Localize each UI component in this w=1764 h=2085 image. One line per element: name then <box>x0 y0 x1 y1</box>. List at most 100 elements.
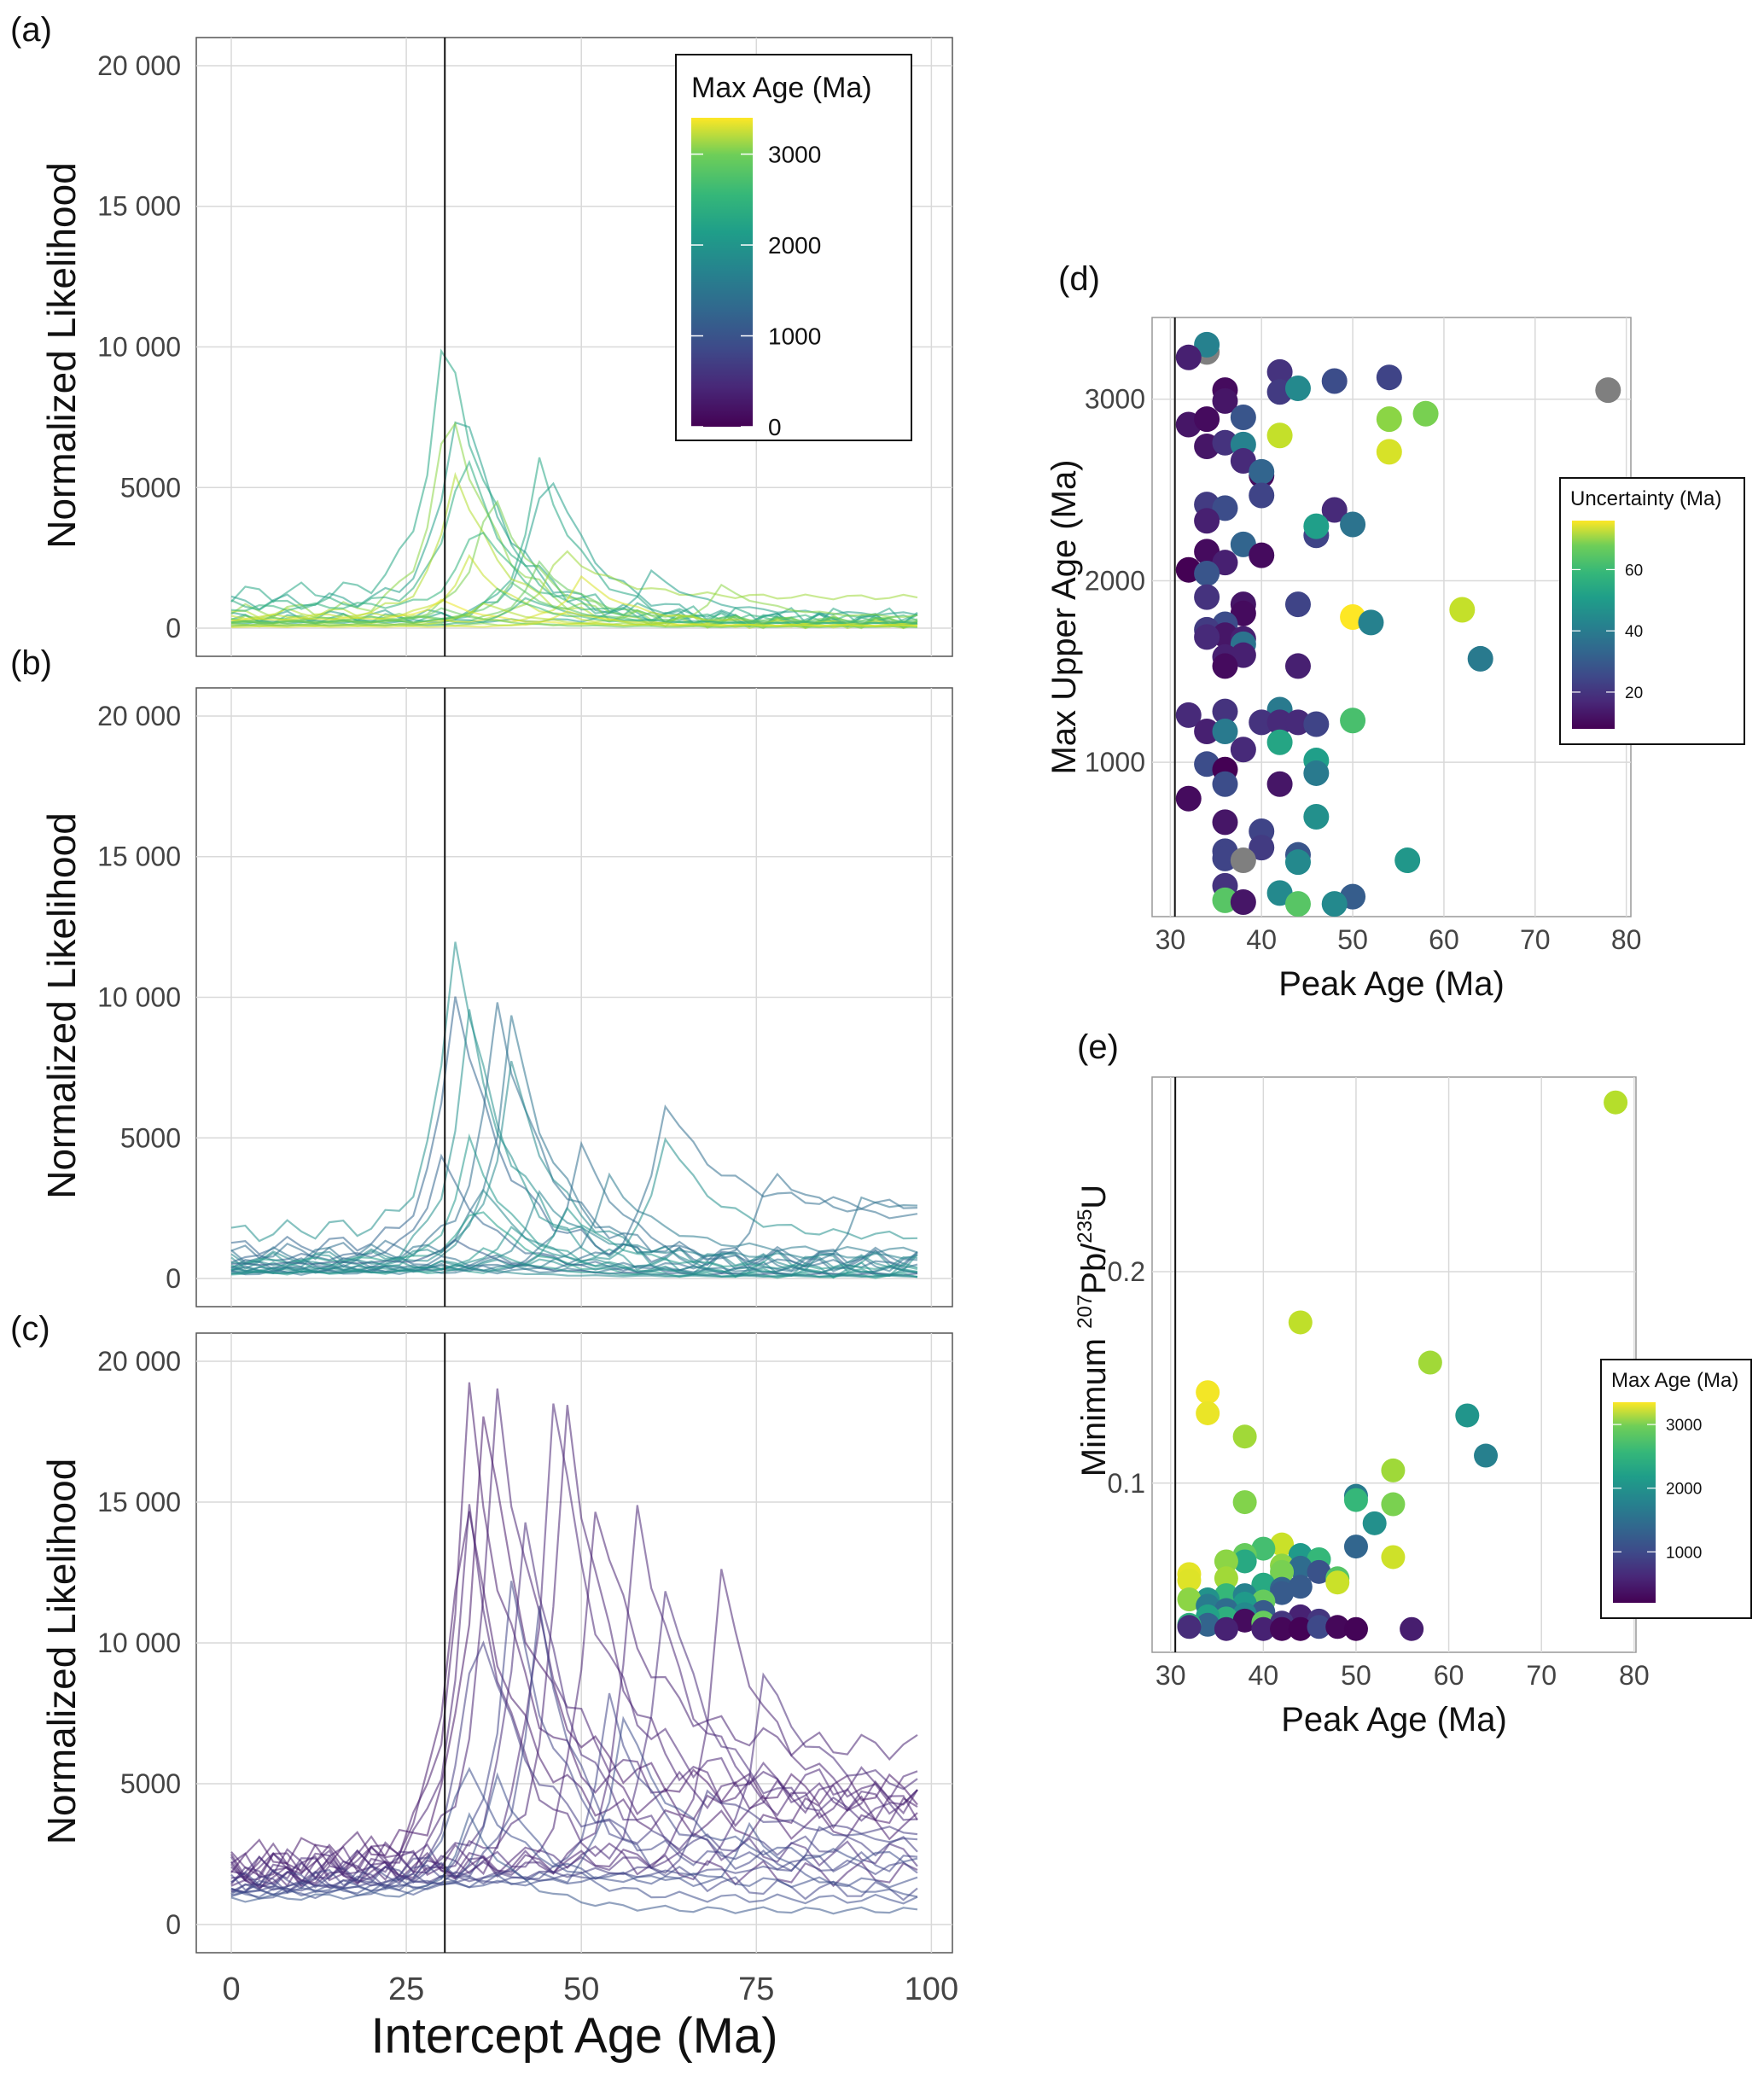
likelihood-curve <box>230 531 918 623</box>
scatter-point <box>1321 368 1348 394</box>
scatter-point <box>1194 331 1220 358</box>
panel-a-likelihood-curves: 0 5000 10 000 15 000 20 000 Normalized Likeli… <box>10 11 953 657</box>
legend-tick-label: 2000 <box>768 232 821 259</box>
scatter-point <box>1284 891 1311 917</box>
scatter-point <box>1412 400 1439 427</box>
scatter-point <box>1194 624 1220 650</box>
scatter-point <box>1232 1490 1257 1515</box>
likelihood-curve <box>230 568 918 626</box>
legend-tick-label: 1000 <box>768 323 821 350</box>
panel-label: (d) <box>1058 260 1100 298</box>
y-tick-label: 1000 <box>1085 747 1145 778</box>
scatter-point <box>1288 1575 1313 1599</box>
legend-tick-label: 2000 <box>1666 1481 1702 1499</box>
scatter-point <box>1230 888 1256 915</box>
likelihood-curve <box>230 1226 918 1276</box>
scatter-point <box>1474 1443 1499 1468</box>
scatter-point <box>1307 1559 1331 1584</box>
scatter-point <box>1249 482 1275 509</box>
legend-tick-label: 3000 <box>768 142 821 168</box>
legend-tick-label: 0 <box>768 414 782 440</box>
x-tick-label: 70 <box>1520 924 1551 955</box>
x-tick-label: 30 <box>1156 924 1186 955</box>
isotope-superscript: 207 <box>1074 1295 1097 1329</box>
y-tick-label: 5000 <box>120 1122 181 1153</box>
panel-label: (e) <box>1077 1028 1119 1066</box>
scatter-point <box>1358 609 1384 636</box>
scatter-point <box>1175 702 1202 728</box>
scatter-point <box>1177 1615 1202 1639</box>
colorbar <box>1613 1402 1656 1603</box>
legend-tick-label: 60 <box>1625 562 1643 579</box>
scatter-point <box>1177 1568 1202 1593</box>
legend-title: Max Age (Ma) <box>691 72 872 104</box>
panel-c-likelihood-curves: 0 5000 10 000 15 000 20 000 0 25 50 75 100 Normali… <box>10 1310 958 2007</box>
likelihood-curve <box>230 1569 918 1890</box>
scatter-point <box>1230 737 1256 763</box>
isotope-superscript: 235 <box>1074 1209 1097 1243</box>
scatter-point <box>1177 1587 1202 1612</box>
x-axis-title-intercept-age: Intercept Age (Ma) <box>370 2008 777 2064</box>
y-tick-label: 20 000 <box>97 1346 181 1377</box>
scatter-point <box>1249 835 1275 861</box>
scatter-point <box>1251 1572 1276 1597</box>
scatter-point <box>1232 1608 1257 1633</box>
x-tick-label: 30 <box>1156 1660 1186 1691</box>
scatter-point <box>1266 422 1293 449</box>
scatter-point <box>1595 377 1621 404</box>
likelihood-curve <box>230 1211 918 1279</box>
y-axis-title: Minimum 207Pb/235U <box>1074 1185 1113 1476</box>
x-tick-label: 80 <box>1619 1660 1650 1691</box>
scatter-point <box>1266 709 1293 736</box>
scatter-point <box>1249 458 1275 485</box>
scatter-point <box>1343 1488 1368 1512</box>
scatter-point <box>1212 809 1238 836</box>
scatter-point <box>1249 542 1275 568</box>
scatter-point <box>1266 771 1293 797</box>
likelihood-curve <box>230 1196 918 1276</box>
colorbar <box>691 118 753 427</box>
panel-b-likelihood-curves: 0 5000 10 000 15 000 20 000 Normalized Likeli… <box>10 644 953 1307</box>
scatter-point <box>1266 729 1293 755</box>
likelihood-curve <box>230 1605 918 1902</box>
likelihood-curve <box>230 1002 918 1266</box>
likelihood-curve <box>230 1821 918 1898</box>
scatter-point <box>1340 511 1366 538</box>
scatter-point <box>1270 1616 1295 1641</box>
colorbar <box>1572 521 1615 729</box>
scatter-point <box>1288 1310 1313 1335</box>
x-tick-label: 60 <box>1434 1660 1464 1691</box>
y-tick-label: 5000 <box>120 1768 181 1799</box>
y-tick-label: 0.1 <box>1108 1468 1145 1499</box>
colorbar-legend: Uncertainty (Ma) 20 40 60 <box>1559 477 1745 745</box>
x-tick-label: 60 <box>1429 924 1459 955</box>
legend-title: Max Age (Ma) <box>1611 1369 1738 1392</box>
likelihood-curve <box>230 1672 918 1889</box>
y-tick-label: 20 000 <box>97 50 181 81</box>
y-tick-label: 10 000 <box>97 332 181 363</box>
scatter-point <box>1251 1616 1276 1641</box>
scatter-point <box>1230 847 1256 874</box>
x-tick-label: 50 <box>1341 1660 1371 1691</box>
panel-label: (a) <box>10 11 52 49</box>
panel-d-scatter-max-upper-age: 30 40 50 60 70 80 1000 2000 3000 Peak Age (Ma) Max… <box>1045 260 1745 1003</box>
scatter-point <box>1249 709 1275 736</box>
y-tick-label: 0.2 <box>1108 1256 1145 1287</box>
y-tick-label: 15 000 <box>97 842 181 872</box>
scatter-point <box>1376 364 1402 391</box>
x-tick-label: 50 <box>1337 924 1368 955</box>
x-tick-label: 80 <box>1611 924 1642 955</box>
scatter-point <box>1194 584 1220 610</box>
scatter-point <box>1467 645 1493 672</box>
scatter-point <box>1381 1492 1406 1517</box>
scatter-point <box>1284 849 1311 876</box>
scatter-point <box>1194 560 1220 586</box>
scatter-point <box>1212 719 1238 745</box>
scatter-point <box>1288 1555 1313 1580</box>
scatter-point <box>1196 1612 1220 1637</box>
x-tick-label: 75 <box>738 1971 774 2007</box>
scatter-point <box>1303 804 1330 830</box>
x-tick-label: 50 <box>563 1971 599 2007</box>
scatter-point <box>1284 375 1311 401</box>
y-tick-label: 3000 <box>1085 384 1145 415</box>
